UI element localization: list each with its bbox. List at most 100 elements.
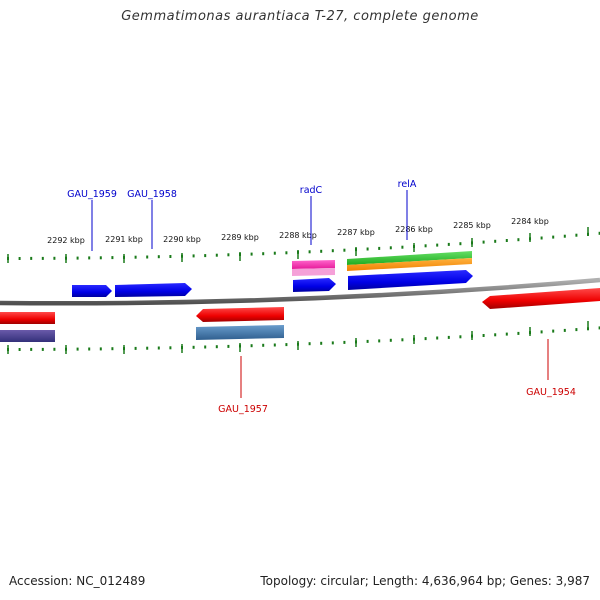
gene-gau-1957[interactable] [196,307,284,322]
scale-minor-tick [459,335,462,339]
scale-minor-tick [517,331,520,335]
scale-minor-tick [76,256,79,260]
scale-minor-tick [99,347,102,351]
scale-minor-tick [517,238,520,242]
scale-minor-tick [262,252,265,256]
scale-minor-tick [88,347,91,351]
scale-minor-tick [308,250,311,254]
gene-label-gau-1959[interactable]: GAU_1959 [67,189,117,200]
scale-minor-tick [494,239,497,243]
gene-rela[interactable] [348,270,473,290]
scale-minor-tick [529,331,531,335]
gene-label-gau-1954[interactable]: GAU_1954 [526,387,576,398]
scale-minor-tick [146,346,149,350]
scale-minor-tick [320,249,323,253]
scale-minor-tick [134,255,137,259]
scale-minor-tick [343,340,346,344]
scale-minor-tick [308,342,311,346]
scale-minor-tick [447,242,450,246]
scale-minor-tick [53,256,56,260]
gene-label-rela[interactable]: relA [398,179,417,190]
scale-minor-tick [575,233,578,237]
scale-minor-tick [169,255,172,258]
scale-minor-tick [169,346,172,350]
scale-minor-tick [494,333,497,337]
scale-minor-tick [343,248,346,252]
gene-gau-1954[interactable] [482,288,600,309]
scale-minor-tick [378,339,381,343]
scale-minor-tick [378,246,381,250]
scale-minor-tick [41,347,44,351]
gene-radc[interactable] [293,278,336,292]
gene-gau-1959[interactable] [72,285,112,297]
scale-minor-tick [505,239,508,242]
feature-purple-left-edge[interactable] [0,330,55,342]
scale-minor-tick [273,343,276,347]
scale-minor-tick [505,332,508,336]
scale-minor-tick [215,253,218,257]
scale-minor-tick [146,255,149,259]
scale-minor-tick [459,242,462,246]
scale-label: 2290 kbp [163,235,201,244]
scale-minor-tick [401,338,404,342]
scale-minor-tick [471,241,473,245]
scale-minor-tick [331,341,334,345]
scale-minor-tick [297,342,299,346]
scale-label: 2288 kbp [279,231,317,240]
scale-minor-tick [123,347,125,351]
upper-scale-minor-ticks [7,231,600,260]
scale-minor-tick [134,346,137,350]
scale-minor-tick [447,335,450,339]
scale-minor-tick [563,234,566,238]
gene-rela-feature-green[interactable] [347,251,472,265]
gene-rela-feature-orange[interactable] [347,258,472,271]
scale-minor-tick [320,341,323,345]
scale-minor-tick [598,326,600,330]
scale-minor-tick [355,248,357,252]
scale-minor-tick [99,256,102,260]
map-title: Gemmatimonas aurantiaca T-27, complete g… [121,9,479,24]
scale-minor-tick [30,347,33,351]
scale-minor-tick [181,346,183,349]
scale-minor-tick [215,345,218,349]
scale-minor-tick [482,334,485,337]
scale-minor-tick [297,250,299,254]
scale-minor-tick [181,254,183,258]
scale-minor-tick [7,257,9,260]
scale-minor-tick [65,347,67,351]
gene-label-gau-1958[interactable]: GAU_1958 [127,189,177,200]
gene-label-radc[interactable]: radC [300,185,323,196]
scale-minor-tick [413,245,415,248]
scale-minor-tick [598,231,600,235]
scale-minor-tick [587,327,589,331]
scale-minor-tick [529,237,531,241]
scale-minor-tick [192,254,195,258]
scale-minor-tick [540,330,543,334]
gene-radc-rna-highlight [292,268,335,276]
lower-scale-minor-ticks [7,326,600,351]
scale-minor-tick [436,243,439,247]
scale-minor-tick [285,343,288,347]
gene-reverse-left-edge[interactable] [0,312,55,324]
gene-gau-1958[interactable] [115,283,192,297]
scale-minor-tick [157,255,160,259]
scale-minor-tick [262,343,265,347]
genome-backbone [0,277,600,306]
gene-label-gau-1957[interactable]: GAU_1957 [218,404,268,415]
topology-summary-text: Topology: circular; Length: 4,636,964 bp… [260,574,590,588]
lower-scale-ticks [7,321,589,354]
scale-minor-tick [587,232,589,236]
scale-label: 2285 kbp [453,221,491,230]
gene-radc-rna[interactable] [292,260,335,269]
scale-minor-tick [7,348,9,351]
scale-minor-tick [575,328,578,332]
scale-minor-tick [227,344,230,348]
scale-minor-tick [424,337,427,341]
scale-minor-tick [18,257,21,260]
scale-label: 2289 kbp [221,233,259,242]
scale-minor-tick [157,346,160,350]
feature-gau-1957-steel[interactable] [196,325,284,340]
scale-label: 2291 kbp [105,235,143,244]
scale-minor-tick [227,253,230,257]
